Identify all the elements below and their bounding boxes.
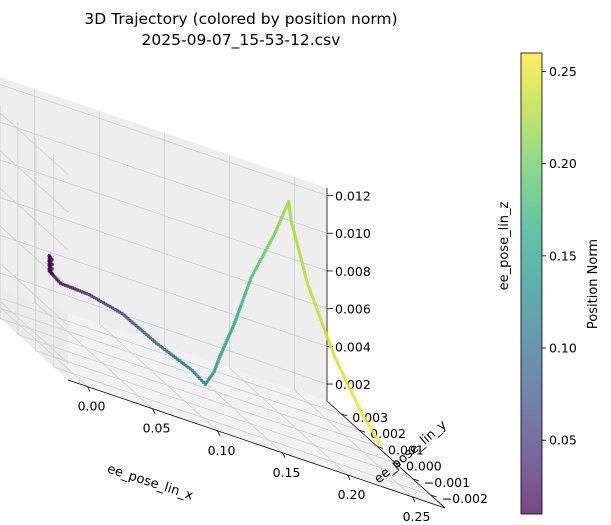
z-grid-line (0, 84, 328, 196)
z-grid-line (0, 159, 328, 272)
y-tick-label: 0.003 (352, 410, 388, 425)
x-axis-label: ee_pose_lin_x (105, 462, 195, 504)
x-tick-label: 0.00 (78, 399, 106, 414)
y-tick-label: 0.000 (406, 459, 442, 474)
y-tick-mark (376, 446, 384, 449)
axis-lines (67, 188, 446, 509)
tick-labels: 0.000.050.100.150.200.25−0.002−0.0010.00… (78, 189, 488, 524)
axes-panes (0, 76, 445, 508)
colorbar-tick-label: 0.05 (549, 433, 577, 448)
y-grid-line (0, 307, 360, 431)
trajectory-point (287, 205, 292, 209)
trajectory-point (50, 271, 54, 276)
floor-pane (0, 289, 445, 508)
colorbar-label: Position Norm (586, 239, 601, 329)
z-grid-line (0, 234, 328, 347)
z-tick-label: 0.004 (335, 339, 371, 354)
y-tick-mark (412, 478, 419, 482)
z-grid-line (0, 197, 328, 309)
trajectory-point (288, 215, 293, 220)
y-tick-label: −0.001 (424, 475, 470, 490)
trajectory-point (216, 359, 220, 364)
z-axis-label: ee_pose_lin_z (497, 201, 512, 290)
z-tick-label: 0.006 (335, 302, 371, 317)
trajectory-points (47, 199, 382, 447)
colorbar-tick-label: 0.15 (549, 248, 577, 263)
x-tick-label: 0.20 (338, 487, 366, 502)
trajectory-point (287, 199, 291, 204)
z-tick-label: 0.008 (335, 264, 371, 279)
trajectory-point (288, 207, 292, 212)
x-grid-line (34, 88, 153, 409)
colorbar-tick-label: 0.20 (549, 156, 577, 171)
y-grid-line (0, 105, 378, 447)
x-grid-line (164, 132, 283, 454)
y-tick-label: 0.001 (388, 442, 424, 457)
chart-subtitle: 2025-09-07_15-53-12.csv (142, 31, 341, 50)
x-grid-line (99, 110, 218, 432)
y-grid-line (53, 154, 431, 496)
x-tick-mark (87, 386, 91, 392)
x-tick-mark (217, 430, 221, 436)
z-grid-line (0, 121, 328, 234)
trajectory-point (378, 443, 382, 447)
x-tick-mark (282, 452, 286, 459)
y-tick-mark (394, 462, 402, 465)
colorbar-tick-label: 0.25 (549, 64, 577, 79)
x-tick-mark (347, 474, 351, 481)
x-tick-label: 0.05 (143, 421, 171, 436)
z-grid-line (0, 272, 328, 385)
x-tick-mark (152, 408, 156, 414)
colorbar-tick-label: 0.10 (549, 341, 577, 356)
trajectory-point (214, 365, 218, 369)
y-tick-mark (430, 494, 437, 498)
x-tick-label: 0.25 (403, 509, 431, 524)
x-grid-line (229, 154, 348, 476)
colorbar-ticks: 0.05 0.10 0.15 0.20 0.25 (542, 64, 577, 448)
trajectory-point (288, 210, 292, 214)
y-grid-line (35, 137, 413, 480)
y-tick-label: 0.002 (370, 426, 406, 441)
y-tick-mark (341, 413, 348, 417)
x-tick-label: 0.10 (208, 443, 236, 458)
x-tick-label: 0.15 (273, 465, 301, 480)
chart-title: 3D Trajectory (colored by position norm) (84, 10, 397, 28)
back-pane (0, 76, 327, 401)
trajectory-point (212, 370, 216, 374)
colorbar (520, 52, 543, 515)
y-axis-line (326, 400, 446, 509)
z-tick-label: 0.012 (335, 189, 371, 204)
z-tick-label: 0.010 (335, 226, 371, 241)
y-tick-label: −0.002 (442, 491, 488, 506)
z-tick-label: 0.002 (335, 377, 371, 392)
trajectory-point (288, 213, 292, 217)
x-axis-line (67, 379, 446, 509)
x-tick-mark (412, 496, 416, 503)
trajectory-point (287, 202, 291, 206)
x-grid-line (0, 306, 88, 387)
y-tick-mark (359, 429, 366, 433)
y-grid-line (17, 121, 396, 463)
x-grid-line (294, 177, 413, 498)
